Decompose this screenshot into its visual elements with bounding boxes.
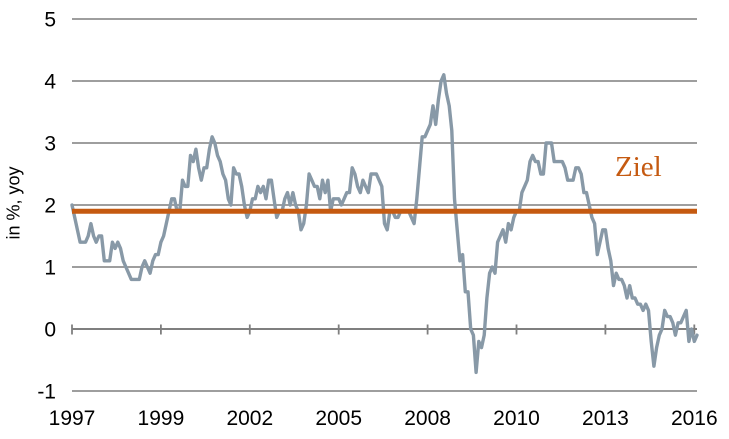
x-tick-label: 2002 xyxy=(226,407,273,430)
y-tick-label: -1 xyxy=(37,381,56,404)
x-tick-label: 1999 xyxy=(138,407,185,430)
x-tick-label: 2008 xyxy=(404,407,451,430)
x-tick-label: 2005 xyxy=(315,407,362,430)
y-axis-title: in %, yoy xyxy=(3,166,24,240)
x-tick-label: 2016 xyxy=(671,407,718,430)
inflation-line xyxy=(70,73,699,375)
y-tick-label: 1 xyxy=(44,257,56,280)
x-tick-label: 2010 xyxy=(493,407,540,430)
y-tick-label: 3 xyxy=(44,133,56,156)
y-tick-label: 2 xyxy=(44,195,56,218)
target-line-label: Ziel xyxy=(615,151,662,183)
x-tick-label: 2013 xyxy=(582,407,629,430)
y-tick-label: 0 xyxy=(44,319,56,342)
y-tick-label: 5 xyxy=(44,9,56,32)
x-tick-label: 1997 xyxy=(49,407,96,430)
y-tick-label: 4 xyxy=(44,71,56,94)
